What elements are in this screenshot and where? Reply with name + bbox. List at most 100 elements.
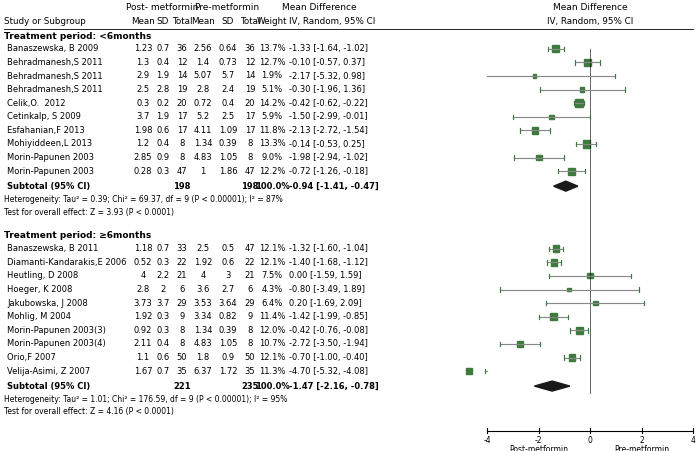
Text: 2: 2 bbox=[639, 436, 644, 445]
Text: 0.4: 0.4 bbox=[156, 340, 169, 349]
Text: 1.34: 1.34 bbox=[194, 139, 212, 148]
Text: 12: 12 bbox=[176, 58, 188, 67]
Text: 4: 4 bbox=[141, 272, 146, 281]
Text: Hoeger, K 2008: Hoeger, K 2008 bbox=[7, 285, 72, 294]
Text: 3.7: 3.7 bbox=[136, 112, 150, 121]
Text: -2.13 [-2.72, -1.54]: -2.13 [-2.72, -1.54] bbox=[289, 126, 368, 135]
Text: 29: 29 bbox=[176, 299, 188, 308]
Text: 1.3: 1.3 bbox=[136, 58, 150, 67]
Text: 47: 47 bbox=[245, 167, 255, 176]
Text: Treatment period: ≥6months: Treatment period: ≥6months bbox=[4, 230, 151, 239]
Text: 4.83: 4.83 bbox=[194, 153, 212, 162]
Text: 1.1: 1.1 bbox=[136, 353, 150, 362]
Text: 12.7%: 12.7% bbox=[259, 58, 286, 67]
Text: 0.4: 0.4 bbox=[221, 99, 234, 108]
Text: 0.6: 0.6 bbox=[156, 126, 169, 135]
Text: 0.9: 0.9 bbox=[221, 353, 234, 362]
Text: Pre-metformin: Pre-metformin bbox=[614, 445, 669, 451]
Text: Total: Total bbox=[239, 17, 260, 26]
Text: 12.1%: 12.1% bbox=[259, 353, 285, 362]
Text: 2: 2 bbox=[160, 285, 166, 294]
Text: Heutling, D 2008: Heutling, D 2008 bbox=[7, 272, 78, 281]
Text: 0.3: 0.3 bbox=[156, 312, 169, 321]
Text: 8: 8 bbox=[179, 139, 185, 148]
Text: 0.4: 0.4 bbox=[156, 139, 169, 148]
Text: 5.2: 5.2 bbox=[197, 112, 209, 121]
Text: 36: 36 bbox=[176, 44, 188, 53]
Text: -0.94 [-1.41, -0.47]: -0.94 [-1.41, -0.47] bbox=[289, 182, 379, 191]
Text: 2.9: 2.9 bbox=[136, 72, 150, 80]
Text: 3.73: 3.73 bbox=[134, 299, 153, 308]
Text: 8: 8 bbox=[179, 153, 185, 162]
Text: 8: 8 bbox=[247, 326, 253, 335]
Text: 1.4: 1.4 bbox=[197, 58, 209, 67]
Bar bbox=[552, 45, 559, 52]
Text: 14: 14 bbox=[176, 72, 188, 80]
Text: 0.39: 0.39 bbox=[218, 139, 237, 148]
Text: 2.5: 2.5 bbox=[221, 112, 234, 121]
Text: 13.3%: 13.3% bbox=[259, 139, 286, 148]
Text: 1.9: 1.9 bbox=[156, 72, 169, 80]
Text: 12.1%: 12.1% bbox=[259, 244, 285, 253]
Text: 4: 4 bbox=[691, 436, 695, 445]
Text: 0.7: 0.7 bbox=[156, 244, 169, 253]
Text: 14.2%: 14.2% bbox=[259, 99, 285, 108]
Text: 198: 198 bbox=[174, 182, 190, 191]
Text: 1: 1 bbox=[200, 167, 206, 176]
Text: 0.7: 0.7 bbox=[156, 367, 169, 376]
Text: Jakubowska, J 2008: Jakubowska, J 2008 bbox=[7, 299, 88, 308]
Text: 235: 235 bbox=[241, 382, 259, 391]
Text: 5.07: 5.07 bbox=[194, 72, 212, 80]
Bar bbox=[580, 87, 584, 92]
Text: 12.0%: 12.0% bbox=[259, 326, 285, 335]
Text: 0.4: 0.4 bbox=[156, 58, 169, 67]
Text: Post-metformin: Post-metformin bbox=[509, 445, 568, 451]
Text: 17: 17 bbox=[245, 112, 255, 121]
Bar bbox=[532, 127, 538, 134]
Text: 0.3: 0.3 bbox=[156, 326, 169, 335]
Text: 50: 50 bbox=[245, 353, 255, 362]
Text: 221: 221 bbox=[173, 382, 191, 391]
Text: -0.42 [-0.62, -0.22]: -0.42 [-0.62, -0.22] bbox=[289, 99, 368, 108]
Bar bbox=[584, 59, 591, 66]
Text: Total: Total bbox=[172, 17, 193, 26]
Text: 12.2%: 12.2% bbox=[259, 167, 285, 176]
Text: 10.7%: 10.7% bbox=[259, 340, 286, 349]
Text: Post- metformin: Post- metformin bbox=[126, 4, 199, 13]
Text: 8: 8 bbox=[247, 153, 253, 162]
Text: SD: SD bbox=[222, 17, 235, 26]
Text: 1.67: 1.67 bbox=[134, 367, 153, 376]
Text: -0.80 [-3.49, 1.89]: -0.80 [-3.49, 1.89] bbox=[289, 285, 365, 294]
Text: Test for overall effect: Z = 4.16 (P < 0.0001): Test for overall effect: Z = 4.16 (P < 0… bbox=[4, 407, 174, 416]
Bar bbox=[576, 327, 582, 334]
Text: 0.72: 0.72 bbox=[194, 99, 212, 108]
Text: 0: 0 bbox=[587, 436, 592, 445]
Text: Weight: Weight bbox=[257, 17, 287, 26]
Text: 1.9%: 1.9% bbox=[261, 72, 283, 80]
Text: 1.23: 1.23 bbox=[134, 44, 153, 53]
Text: Study or Subgroup: Study or Subgroup bbox=[4, 17, 85, 26]
Text: 0.3: 0.3 bbox=[156, 167, 169, 176]
Text: 3.6: 3.6 bbox=[196, 285, 210, 294]
Text: 3.7: 3.7 bbox=[156, 299, 169, 308]
Text: 5.9%: 5.9% bbox=[261, 112, 283, 121]
Text: Behradmanesh,S 2011: Behradmanesh,S 2011 bbox=[7, 85, 103, 94]
Text: 9: 9 bbox=[247, 312, 253, 321]
Bar bbox=[587, 273, 593, 278]
Text: 6: 6 bbox=[247, 285, 253, 294]
Text: -4.70 [-5.32, -4.08]: -4.70 [-5.32, -4.08] bbox=[289, 367, 368, 376]
Text: 22: 22 bbox=[245, 258, 255, 267]
Text: Mean: Mean bbox=[131, 17, 155, 26]
Text: 2.4: 2.4 bbox=[221, 85, 234, 94]
Text: Esfahanian,F 2013: Esfahanian,F 2013 bbox=[7, 126, 85, 135]
Bar bbox=[568, 288, 571, 291]
Text: 20: 20 bbox=[176, 99, 188, 108]
Text: Behradmanesh,S 2011: Behradmanesh,S 2011 bbox=[7, 72, 103, 80]
Polygon shape bbox=[554, 181, 578, 191]
Text: 7.5%: 7.5% bbox=[261, 272, 283, 281]
Text: 1.05: 1.05 bbox=[219, 340, 237, 349]
Text: Mohlig, M 2004: Mohlig, M 2004 bbox=[7, 312, 71, 321]
Text: 2.56: 2.56 bbox=[194, 44, 212, 53]
Text: -2.72 [-3.50, -1.94]: -2.72 [-3.50, -1.94] bbox=[289, 340, 368, 349]
Text: 2.5: 2.5 bbox=[197, 244, 209, 253]
